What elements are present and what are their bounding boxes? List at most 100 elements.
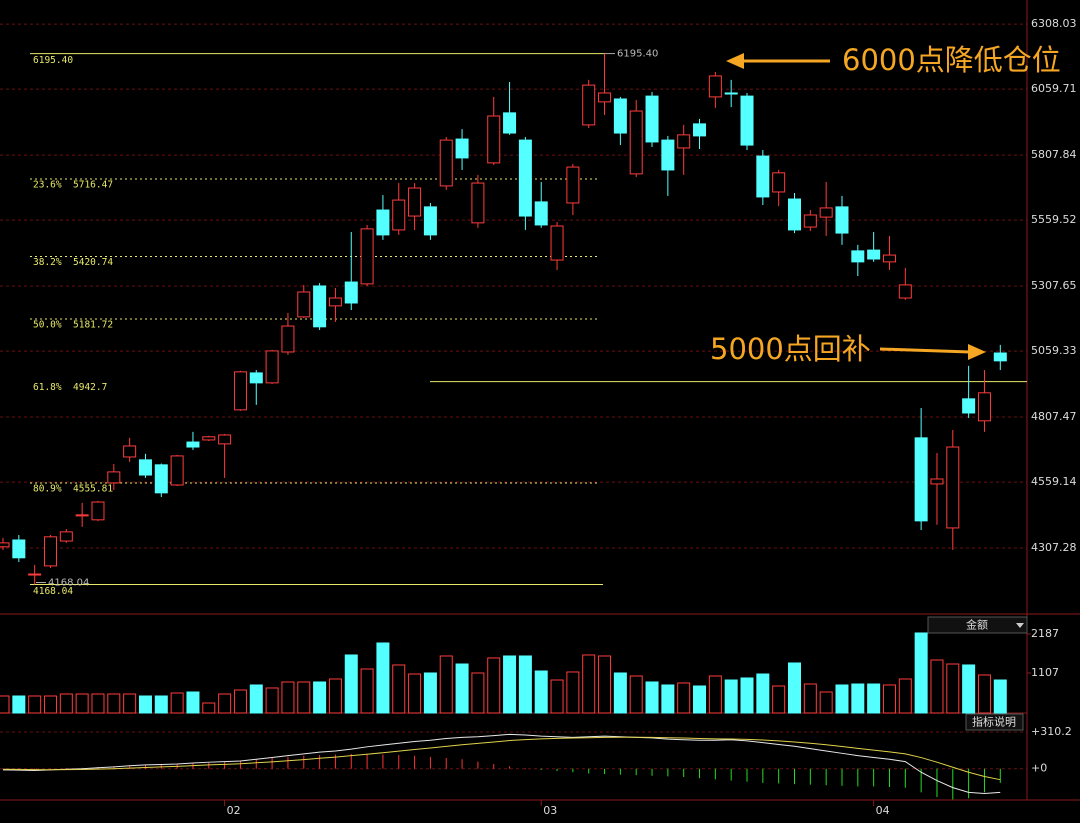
- volume-bar: [123, 693, 137, 714]
- x-tick-label: 03: [543, 804, 557, 817]
- candle-body: [249, 372, 263, 384]
- candle-body: [123, 445, 137, 458]
- volume-bar: [75, 693, 89, 714]
- candle-body: [914, 437, 928, 522]
- y-tick-label: 5559.52: [1031, 213, 1077, 226]
- volume-bar: [59, 693, 73, 714]
- help-button[interactable]: [965, 713, 1024, 731]
- candle-body: [629, 110, 643, 175]
- volume-bar: [471, 672, 485, 714]
- candle-body: [471, 182, 485, 224]
- volume-bar: [487, 657, 501, 714]
- level-price: 6195.40: [33, 55, 73, 66]
- candle-body: [408, 187, 422, 217]
- candle-body: [993, 352, 1007, 362]
- volume-bar: [724, 679, 738, 714]
- help-label[interactable]: 指标说明: [972, 715, 1016, 729]
- candle-body: [740, 95, 754, 146]
- candle-body: [708, 75, 722, 98]
- y-tick-label: 2187: [1031, 627, 1059, 640]
- volume-bar: [297, 681, 311, 714]
- annotation-arrowhead: [968, 344, 986, 360]
- volume-bar: [582, 654, 596, 714]
- candle-body: [344, 281, 358, 304]
- volume-bar: [0, 695, 10, 714]
- volume-bar: [819, 691, 833, 714]
- candle-body: [107, 471, 121, 484]
- volume-bar: [281, 681, 295, 714]
- volume-bar: [867, 683, 881, 714]
- candle-body: [455, 138, 469, 159]
- y-tick-label: +310.2: [1031, 725, 1072, 738]
- volume-bar: [598, 655, 612, 714]
- x-tick-label: 02: [227, 804, 241, 817]
- volume-bar: [518, 655, 532, 714]
- annotation-arrowhead: [726, 53, 744, 69]
- volume-bar: [534, 670, 548, 714]
- volume-bar: [265, 687, 279, 714]
- volume-bar: [645, 681, 659, 714]
- volume-bar: [107, 693, 121, 714]
- candle-body: [851, 250, 865, 263]
- volume-bar: [233, 689, 247, 714]
- volume-bar: [835, 684, 849, 714]
- dropdown-arrow[interactable]: [1016, 623, 1024, 628]
- volume-bar: [756, 673, 770, 714]
- candle-body: [28, 573, 42, 576]
- annotation: 6000点降低仓位: [842, 43, 1061, 77]
- volume-bar: [408, 673, 422, 714]
- candle-body: [867, 249, 881, 260]
- volume-bar: [851, 683, 865, 714]
- candle-body: [898, 284, 912, 299]
- volume-bar: [170, 692, 184, 714]
- level-price: 4168.04: [33, 586, 73, 597]
- candle-body: [550, 225, 564, 261]
- candle-body: [218, 434, 232, 445]
- candle-body: [724, 92, 738, 95]
- candle-body: [882, 254, 896, 263]
- y-tick-label: 6308.03: [1031, 17, 1077, 30]
- volume-bar: [566, 671, 580, 714]
- indicator-dropdown[interactable]: [927, 616, 1028, 634]
- candle-body: [91, 501, 105, 521]
- volume-bar: [693, 685, 707, 714]
- candle-body: [598, 92, 612, 103]
- candle-body: [154, 464, 168, 494]
- volume-bar: [392, 664, 406, 714]
- volume-bar: [993, 679, 1007, 714]
- candle-body: [233, 371, 247, 411]
- candle-body: [582, 84, 596, 126]
- volume-bar: [629, 675, 643, 714]
- volume-bar: [914, 632, 928, 714]
- candle-body: [819, 207, 833, 218]
- candle-body: [376, 209, 390, 236]
- volume-bar: [91, 693, 105, 714]
- candle-body: [202, 436, 216, 441]
- volume-bar: [772, 685, 786, 714]
- volume-bar: [218, 693, 232, 714]
- volume-bar: [154, 695, 168, 714]
- volume-bar: [788, 662, 801, 714]
- candle-body: [566, 166, 580, 204]
- candle-body: [645, 95, 659, 143]
- volume-bar: [313, 681, 327, 714]
- candle-body: [693, 123, 707, 137]
- level-price: 5181.72: [73, 320, 113, 331]
- x-tick-label: 04: [876, 804, 890, 817]
- candle-body: [788, 198, 801, 231]
- volume-bar: [677, 682, 691, 714]
- volume-bar: [708, 675, 722, 714]
- volume-bar: [977, 674, 991, 714]
- candle-body: [392, 199, 406, 231]
- level-price: 5420.74: [73, 257, 113, 268]
- candle-body: [0, 542, 10, 548]
- indicator-label[interactable]: 金额: [966, 618, 988, 632]
- candle-body: [977, 392, 991, 422]
- volume-bar: [661, 684, 675, 714]
- level-ratio: 61.8%: [33, 382, 62, 393]
- candle-body: [170, 455, 184, 486]
- volume-bar: [503, 655, 517, 714]
- volume-bar: [882, 684, 896, 714]
- candle-body: [297, 291, 311, 318]
- y-tick-label: 6059.71: [1031, 82, 1077, 95]
